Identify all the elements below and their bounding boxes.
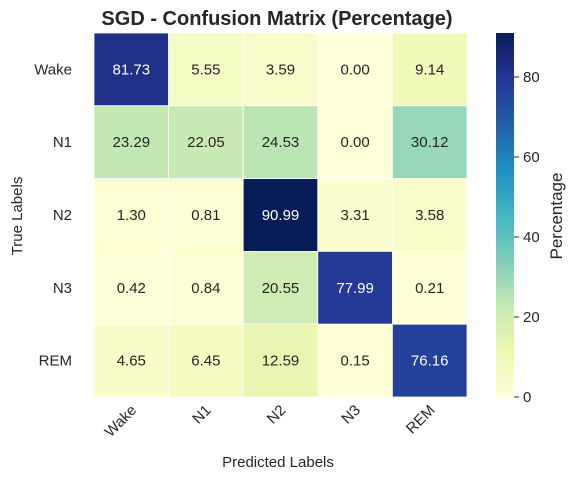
heatmap-cell-label: 0.15 [340, 353, 369, 370]
heatmap-cell [317, 32, 393, 107]
heatmap-cell [93, 32, 169, 107]
heatmap-cell-label: 0.00 [340, 61, 369, 78]
x-tick-label: REM [403, 402, 439, 438]
heatmap-cell [317, 250, 393, 325]
heatmap-cell [168, 323, 244, 398]
heatmap-cell [242, 250, 319, 325]
x-tick-label: Wake [101, 402, 140, 441]
heatmap-cell-label: 90.99 [262, 207, 300, 224]
heatmap-cell [391, 105, 468, 180]
heatmap-cell [93, 250, 169, 325]
colorbar-tick-label: 60 [523, 149, 540, 166]
y-tick-label: N3 [53, 280, 72, 297]
y-tick-label: N1 [53, 134, 72, 151]
heatmap-cell-label: 24.53 [262, 134, 300, 151]
x-tick-labels: Wake N1 N2 N3 REM [101, 402, 438, 441]
heatmap-cell [168, 32, 244, 107]
heatmap-cell [168, 178, 244, 252]
heatmap-cell [242, 32, 319, 107]
heatmap-cell-label: 0.81 [191, 207, 220, 224]
heatmap-cell-label: 0.00 [340, 134, 369, 151]
heatmap-cell [317, 178, 393, 252]
heatmap-cell-label: 0.42 [117, 280, 146, 297]
heatmap-cell-label: 0.21 [415, 280, 444, 297]
heatmap-cell [242, 323, 319, 398]
y-axis-label: True Labels [9, 177, 26, 256]
heatmap-cell-label: 20.55 [262, 280, 300, 297]
heatmap-cell-label: 30.12 [411, 134, 449, 151]
x-tick-label: N1 [189, 402, 215, 428]
heatmap-cell-label: 5.55 [191, 61, 220, 78]
heatmap-cell-label: 3.58 [415, 207, 444, 224]
heatmap-cell-label: 4.65 [117, 353, 146, 370]
y-tick-labels: Wake N1 N2 N3 REM [34, 61, 72, 369]
heatmap-cell-label: 23.29 [113, 134, 151, 151]
heatmap-cell [391, 323, 468, 398]
heatmap-cell-label: 12.59 [262, 353, 300, 370]
heatmap-cell-label: 9.14 [415, 61, 444, 78]
heatmap-cell [93, 323, 169, 398]
colorbar-tick-label: 0 [523, 389, 531, 406]
heatmap-cell [93, 105, 169, 180]
colorbar [496, 33, 514, 397]
x-tick-label: N2 [264, 402, 290, 428]
x-axis-label: Predicted Labels [222, 454, 334, 471]
x-tick-label: N3 [338, 402, 364, 428]
heatmap-cell-label: 3.31 [340, 207, 369, 224]
heatmap-cell-label: 6.45 [191, 353, 220, 370]
heatmap-cell-label: 0.84 [191, 280, 220, 297]
heatmap-cell [391, 250, 468, 325]
heatmap-cell-label: 22.05 [187, 134, 225, 151]
heatmap-cell [391, 32, 468, 107]
heatmap-cell [391, 178, 468, 252]
heatmap-cell-label: 81.73 [113, 61, 151, 78]
colorbar-ticks: 0 20 40 60 80 [514, 69, 540, 406]
colorbar-tick-label: 40 [523, 229, 540, 246]
heatmap-cell-label: 76.16 [411, 353, 449, 370]
colorbar-label: Percentage [547, 173, 566, 260]
heatmap-cell-label: 77.99 [336, 280, 374, 297]
heatmap-cell-label: 3.59 [266, 61, 295, 78]
heatmap-cell [242, 178, 319, 252]
y-tick-label: REM [39, 353, 72, 370]
colorbar-tick-label: 80 [523, 69, 540, 86]
heatmap-cells: 81.73 5.55 3.59 0.00 9.14 23.29 22.05 24.53 0.00… [93, 32, 468, 398]
colorbar-tick-label: 20 [523, 309, 540, 326]
heatmap-cell [242, 105, 319, 180]
y-tick-label: N2 [53, 207, 72, 224]
chart-title: SGD - Confusion Matrix (Percentage) [101, 8, 452, 30]
heatmap-cell [168, 250, 244, 325]
heatmap-cell-label: 1.30 [117, 207, 146, 224]
y-tick-label: Wake [34, 61, 72, 78]
